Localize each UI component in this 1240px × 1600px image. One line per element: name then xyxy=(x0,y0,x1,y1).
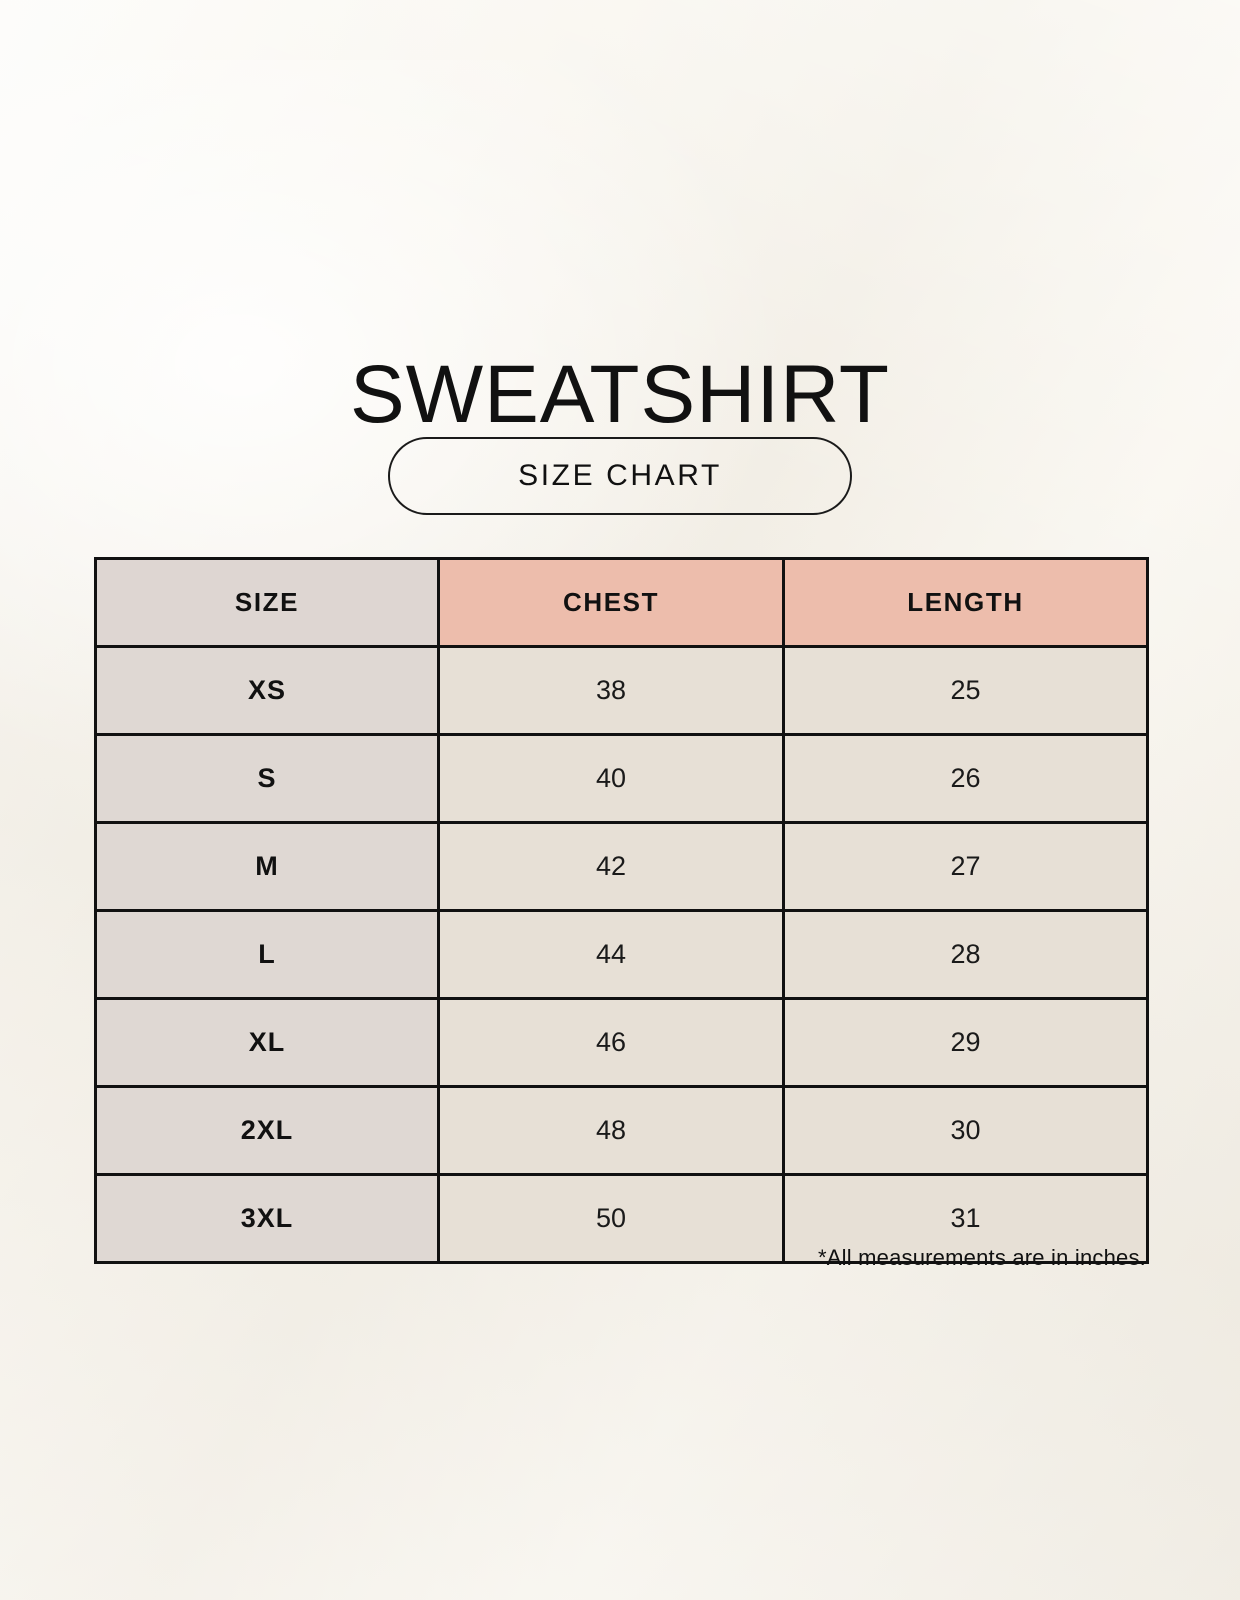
table-body: XS 38 25 S 40 26 M 42 27 L 44 28 xyxy=(94,645,1149,1264)
cell-length-s: 26 xyxy=(782,733,1149,824)
measurement-footnote: *All measurements are in inches. xyxy=(818,1245,1146,1270)
size-table: SIZE CHEST LENGTH XS 38 25 S 40 26 M xyxy=(94,557,1149,1264)
cell-length-xs: 25 xyxy=(782,645,1149,736)
badge-container: SIZE CHART xyxy=(0,437,1240,515)
cell-chest-xl: 46 xyxy=(437,997,785,1088)
table-header: SIZE CHEST LENGTH xyxy=(94,557,1149,648)
table-header-row: SIZE CHEST LENGTH xyxy=(94,557,1149,648)
cell-length-m: 27 xyxy=(782,821,1149,912)
cell-size-xs: XS xyxy=(94,645,440,736)
cell-size-3xl: 3XL xyxy=(94,1173,440,1264)
table-row: S 40 26 xyxy=(94,733,1149,824)
table-row: XS 38 25 xyxy=(94,645,1149,736)
cell-length-2xl: 30 xyxy=(782,1085,1149,1176)
cell-chest-s: 40 xyxy=(437,733,785,824)
cell-chest-m: 42 xyxy=(437,821,785,912)
page-title: SWEATSHIRT xyxy=(350,348,890,440)
cell-size-xl: XL xyxy=(94,997,440,1088)
table-row: L 44 28 xyxy=(94,909,1149,1000)
cell-size-l: L xyxy=(94,909,440,1000)
column-header-length: LENGTH xyxy=(782,557,1149,648)
table-row: XL 46 29 xyxy=(94,997,1149,1088)
cell-chest-2xl: 48 xyxy=(437,1085,785,1176)
column-header-chest: CHEST xyxy=(437,557,785,648)
cell-chest-xs: 38 xyxy=(437,645,785,736)
cell-chest-l: 44 xyxy=(437,909,785,1000)
cell-length-l: 28 xyxy=(782,909,1149,1000)
size-chart-badge: SIZE CHART xyxy=(388,437,852,515)
table-row: 2XL 48 30 xyxy=(94,1085,1149,1176)
table-row: M 42 27 xyxy=(94,821,1149,912)
cell-size-m: M xyxy=(94,821,440,912)
table-row: 3XL 50 31 xyxy=(94,1173,1149,1264)
column-header-size: SIZE xyxy=(94,557,440,648)
cell-chest-3xl: 50 xyxy=(437,1173,785,1264)
cell-length-3xl: 31 xyxy=(782,1173,1149,1264)
cell-length-xl: 29 xyxy=(782,997,1149,1088)
size-table-container: SIZE CHEST LENGTH XS 38 25 S 40 26 M xyxy=(94,557,1149,1264)
cell-size-2xl: 2XL xyxy=(94,1085,440,1176)
cell-size-s: S xyxy=(94,733,440,824)
